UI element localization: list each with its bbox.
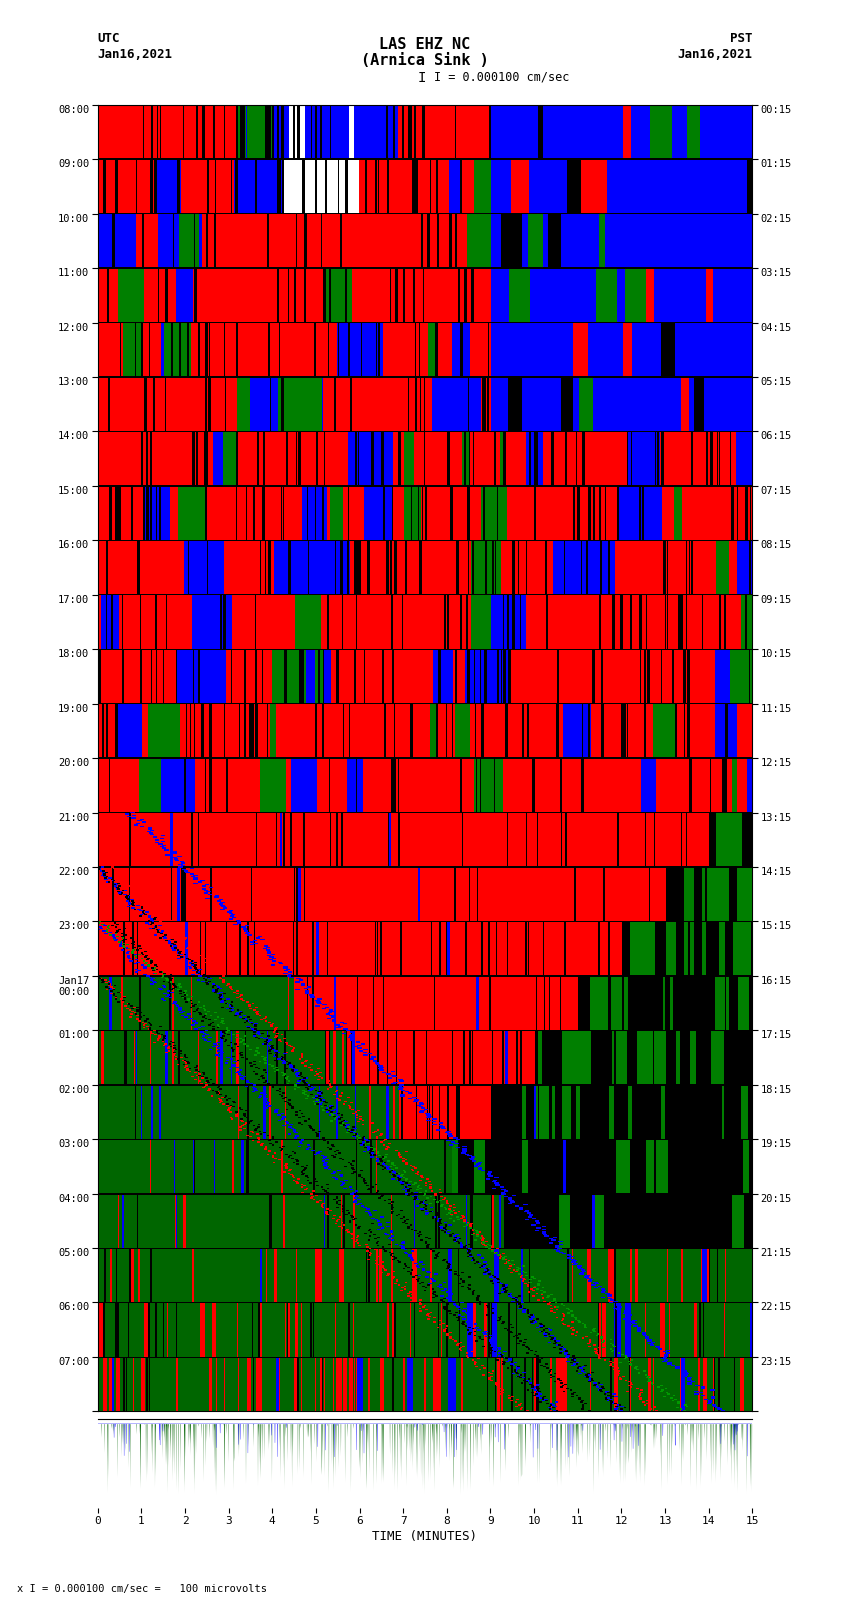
Text: x I = 0.000100 cm/sec =   100 microvolts: x I = 0.000100 cm/sec = 100 microvolts	[17, 1584, 267, 1594]
Text: Jan16,2021: Jan16,2021	[98, 48, 173, 61]
Text: PST: PST	[730, 32, 752, 45]
Text: I = 0.000100 cm/sec: I = 0.000100 cm/sec	[434, 71, 569, 84]
Text: Jan16,2021: Jan16,2021	[677, 48, 752, 61]
Text: (Arnica Sink ): (Arnica Sink )	[361, 53, 489, 68]
Text: LAS EHZ NC: LAS EHZ NC	[379, 37, 471, 52]
X-axis label: TIME (MINUTES): TIME (MINUTES)	[372, 1531, 478, 1544]
Text: I: I	[417, 71, 426, 85]
Text: UTC: UTC	[98, 32, 120, 45]
